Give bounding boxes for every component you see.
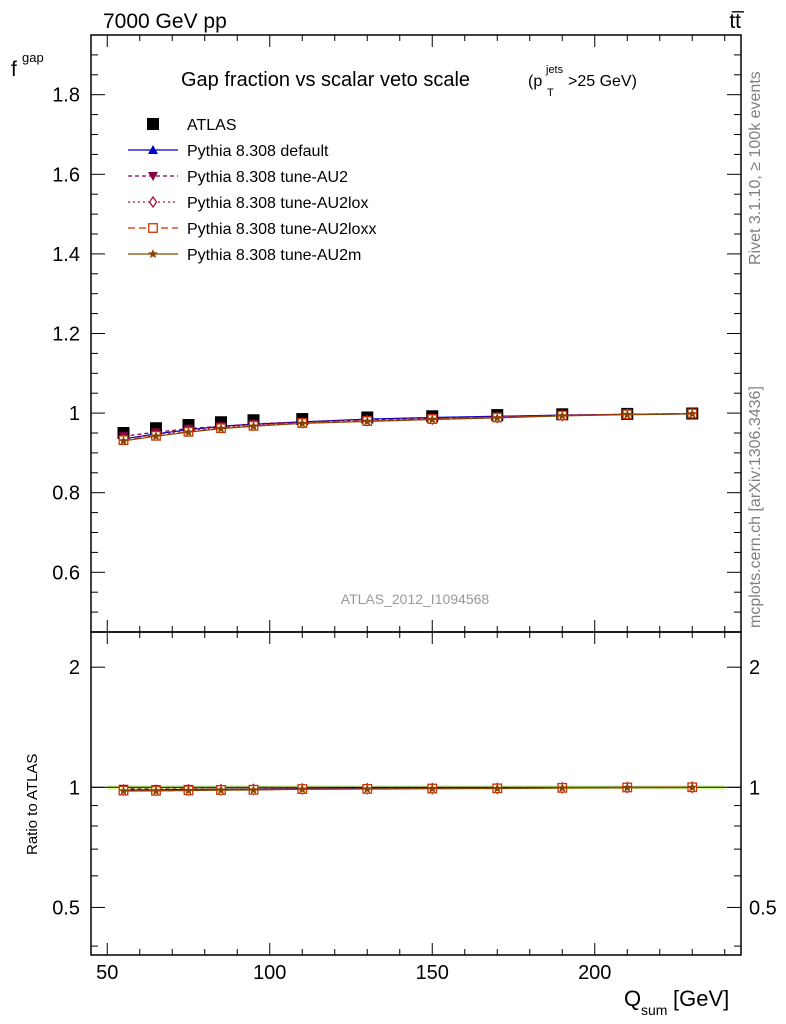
data-point: [183, 427, 194, 437]
data-point: [557, 410, 567, 420]
x-tick-label: 200: [578, 962, 611, 984]
data-point: [687, 408, 697, 418]
main-panel: 0.6 0.8 1 1.2 1.4 1.6 1.8: [52, 34, 742, 955]
data-point: [148, 195, 158, 209]
data-point: [362, 416, 372, 426]
ratio-panel: 50 100 150 200 0.5 0.5 1 1 2 2: [52, 631, 777, 984]
chart-title-main: Gap fraction vs scalar veto scale: [181, 69, 470, 91]
chart-title-sub: T: [547, 87, 554, 99]
legend-label: Pythia 8.308 tune-AU2loxx: [187, 221, 376, 238]
series-line: [123, 412, 693, 437]
data-point: [148, 223, 158, 233]
x-tick-label: 100: [253, 962, 286, 984]
data-point: [148, 172, 158, 181]
data-point: [622, 409, 632, 419]
series-line: [123, 412, 693, 440]
x-axis-label-unit: [GeV]: [673, 986, 729, 1011]
y-tick-label: 0.8: [52, 483, 80, 505]
data-point: [492, 412, 502, 422]
legend-label: ATLAS: [187, 117, 237, 134]
legend: ATLAS Pythia 8.308 default Pythia 8.308 tu…: [128, 117, 376, 264]
ratio-tick-label-right: 1: [749, 777, 760, 799]
data-point: [362, 784, 372, 794]
process-label: tt̅: [729, 10, 745, 33]
ratio-y-axis-label: Ratio to ATLAS: [24, 754, 41, 855]
ratio-tick-label: 1: [69, 777, 80, 799]
y-axis-label-sub: gap: [22, 50, 44, 65]
rivet-version-label: Rivet 3.1.10, ≥ 100k events: [747, 71, 764, 265]
legend-label: Pythia 8.308 tune-AU2m: [187, 247, 361, 264]
ratio-tick-label: 0.5: [52, 897, 80, 919]
chart-title-open: (p: [528, 73, 542, 90]
y-tick-label: 1.6: [52, 164, 80, 186]
y-axis-label-main: f: [11, 58, 17, 81]
data-point: [118, 786, 129, 795]
data-point: [297, 418, 307, 428]
data-point: [297, 784, 307, 794]
ratio-tick-label-right: 0.5: [749, 897, 777, 919]
series-0: [117, 407, 699, 439]
x-tick-label: 150: [416, 962, 449, 984]
ratio-series-line: [123, 786, 693, 792]
y-axis-label: f gap: [11, 50, 44, 81]
legend-label: Pythia 8.308 tune-AU2: [187, 169, 348, 186]
data-point: [148, 145, 158, 154]
chart-title-close: >25 GeV): [568, 73, 637, 90]
series-line: [123, 413, 693, 442]
x-axis-ticks: [106, 35, 726, 955]
legend-entry: ATLAS: [147, 117, 237, 134]
y-tick-label: 1.4: [52, 244, 80, 266]
series-3: [119, 407, 697, 446]
data-point: [427, 414, 437, 424]
data-point: [183, 785, 194, 795]
x-tick-label: 50: [96, 962, 118, 984]
data-point: [148, 249, 158, 258]
data-point: [557, 783, 567, 792]
ratio-tick-label: 2: [69, 657, 80, 679]
chart-title: Gap fraction vs scalar veto scale (p jet…: [181, 64, 637, 99]
ratio-tick-label-right: 2: [749, 657, 760, 679]
data-point: [687, 782, 697, 792]
data-point: [248, 421, 259, 431]
legend-entry: Pythia 8.308 tune-AU2m: [128, 247, 361, 264]
source-label: mcplots.cern.ch [arXiv:1306.3436]: [747, 386, 764, 628]
x-axis-label-main: Q: [624, 986, 641, 1011]
legend-label: Pythia 8.308 default: [187, 143, 329, 160]
legend-entry: Pythia 8.308 tune-AU2lox: [128, 195, 368, 212]
y-tick-label: 0.6: [52, 562, 80, 584]
ratio-frame: [90, 631, 742, 956]
ratio-axis-ticks: [91, 666, 741, 947]
data-point: [248, 785, 259, 794]
series-line: [123, 413, 693, 440]
legend-label: Pythia 8.308 tune-AU2lox: [187, 195, 368, 212]
data-point: [622, 782, 632, 792]
x-axis-label: Q sum [GeV]: [624, 986, 729, 1018]
legend-entry: Pythia 8.308 tune-AU2loxx: [128, 221, 376, 238]
y-tick-label: 1.8: [52, 85, 80, 107]
data-point: [216, 423, 226, 433]
y-tick-label: 1: [69, 403, 80, 425]
data-point: [147, 118, 159, 130]
legend-entry: Pythia 8.308 default: [128, 143, 329, 160]
chart-title-sup: jets: [545, 64, 564, 76]
ratio-series-5: [118, 782, 697, 795]
series-5: [118, 408, 697, 445]
y-tick-label: 1.2: [52, 324, 80, 346]
y-axis-ticks: [91, 34, 741, 633]
x-axis-label-sub: sum: [641, 1002, 667, 1018]
data-point: [427, 783, 437, 793]
energy-label: 7000 GeV pp: [103, 10, 227, 33]
data-point: [216, 785, 226, 795]
legend-entry: Pythia 8.308 tune-AU2: [128, 169, 348, 186]
data-point: [118, 436, 129, 445]
data-point: [151, 431, 161, 441]
analysis-id-label: ATLAS_2012_I1094568: [341, 591, 490, 607]
data-point: [492, 783, 502, 793]
data-point: [151, 785, 161, 795]
